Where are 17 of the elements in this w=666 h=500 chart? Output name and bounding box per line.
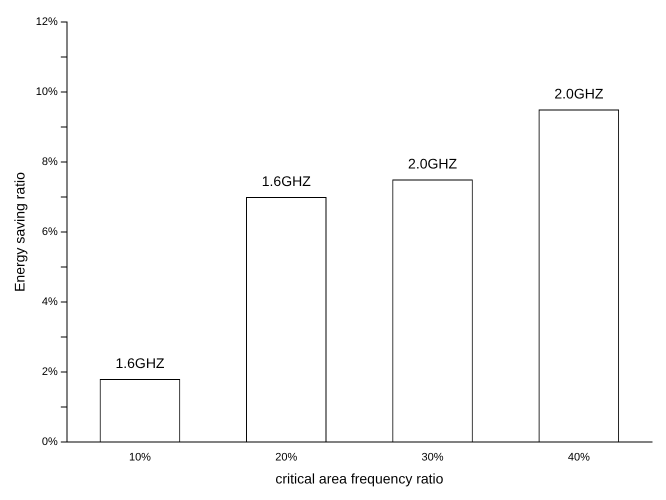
x-tick-label: 10% — [128, 452, 152, 464]
x-tick-label: 40% — [568, 452, 590, 464]
y-tick-label: 0% — [42, 436, 58, 448]
annotation: 2.0GHZ — [554, 85, 604, 102]
y-tick-label: 2% — [42, 366, 58, 378]
y-tick-label: 4% — [42, 296, 58, 308]
y-tick-label: 12% — [36, 16, 58, 28]
x-axis-title: critical area frequency ratio — [275, 470, 444, 486]
y-tick-label: 8% — [42, 156, 58, 168]
x-tick-label: 20% — [275, 452, 298, 464]
annotation: 2.0GHZ — [408, 155, 458, 172]
x-tick-label: 30% — [422, 452, 444, 464]
annotation: 1.6GHZ — [262, 172, 312, 189]
annotation: 1.6GHZ — [115, 354, 165, 371]
y-tick-label: 6% — [42, 226, 58, 238]
y-axis-title: Energy saving ratio — [11, 172, 28, 292]
y-tick-label: 10% — [36, 86, 58, 98]
